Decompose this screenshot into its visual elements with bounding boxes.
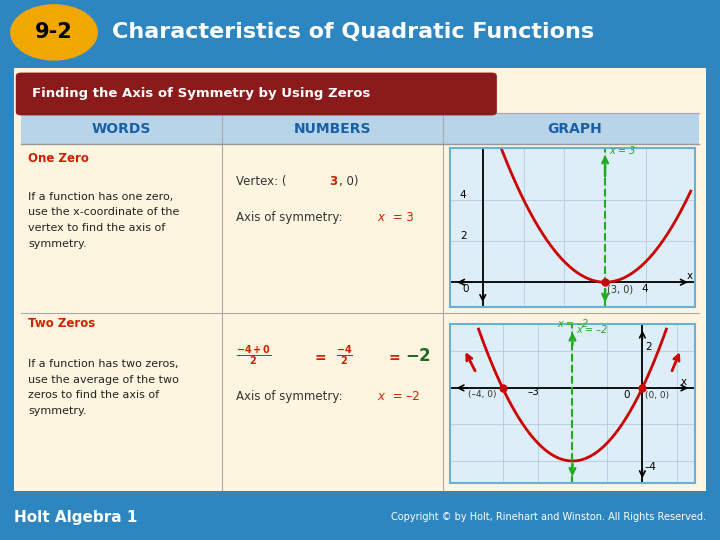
Text: Characteristics of Quadratic Functions: Characteristics of Quadratic Functions xyxy=(112,22,594,43)
Text: –4: –4 xyxy=(645,462,657,472)
Text: , 0): , 0) xyxy=(339,176,359,188)
Text: $\mathbf{=}$: $\mathbf{=}$ xyxy=(386,349,401,363)
Text: Finding the Axis of Symmetry by Using Zeros: Finding the Axis of Symmetry by Using Ze… xyxy=(32,87,370,100)
Text: –3: –3 xyxy=(527,387,539,397)
Text: 2: 2 xyxy=(460,231,467,241)
Text: Copyright © by Holt, Rinehart and Winston. All Rights Reserved.: Copyright © by Holt, Rinehart and Winsto… xyxy=(391,512,706,522)
Text: 3: 3 xyxy=(329,176,337,188)
Text: WORDS: WORDS xyxy=(92,122,151,136)
Ellipse shape xyxy=(11,5,97,60)
Text: Holt Algebra 1: Holt Algebra 1 xyxy=(14,510,138,524)
FancyBboxPatch shape xyxy=(1,59,719,500)
Text: (0, 0): (0, 0) xyxy=(645,391,669,400)
Text: $\mathbf{-2}$: $\mathbf{-2}$ xyxy=(405,347,431,364)
Text: $\mathbf{=}$: $\mathbf{=}$ xyxy=(312,349,326,363)
Text: $\mathbf{\frac{-4+0}{2}}$: $\mathbf{\frac{-4+0}{2}}$ xyxy=(235,343,271,368)
FancyBboxPatch shape xyxy=(16,72,497,116)
Text: GRAPH: GRAPH xyxy=(547,122,602,136)
Text: 4: 4 xyxy=(642,284,649,294)
Text: 2: 2 xyxy=(645,341,652,352)
Text: x: x xyxy=(681,377,687,387)
Text: NUMBERS: NUMBERS xyxy=(294,122,371,136)
Text: = –2: = –2 xyxy=(389,389,420,402)
Text: One Zero: One Zero xyxy=(28,152,89,165)
Text: Vertex: (: Vertex: ( xyxy=(235,176,286,188)
Text: Two Zeros: Two Zeros xyxy=(28,318,96,330)
Text: 9-2: 9-2 xyxy=(35,22,73,43)
Text: (–4, 0): (–4, 0) xyxy=(467,390,496,399)
Text: If a function has one zero,
use the x-coordinate of the
vertex to find the axis : If a function has one zero, use the x-co… xyxy=(28,192,179,248)
Text: x: x xyxy=(687,271,693,281)
Text: x: x xyxy=(377,389,384,402)
Text: x = –2: x = –2 xyxy=(557,319,588,329)
Bar xyxy=(22,113,698,144)
Text: 0: 0 xyxy=(462,284,469,294)
Text: Axis of symmetry:: Axis of symmetry: xyxy=(235,389,346,402)
Text: (3, 0): (3, 0) xyxy=(607,285,634,294)
Text: = 3: = 3 xyxy=(389,212,414,225)
Text: If a function has two zeros,
use the average of the two
zeros to find the axis o: If a function has two zeros, use the ave… xyxy=(28,359,179,416)
Text: Axis of symmetry:: Axis of symmetry: xyxy=(235,212,346,225)
Text: x: x xyxy=(377,212,384,225)
Text: x = 3: x = 3 xyxy=(609,146,636,156)
Text: 0: 0 xyxy=(624,390,630,400)
Text: 4: 4 xyxy=(460,190,467,200)
Text: x = –2: x = –2 xyxy=(576,325,607,335)
Text: $\mathbf{\frac{-4}{2}}$: $\mathbf{\frac{-4}{2}}$ xyxy=(336,343,353,368)
